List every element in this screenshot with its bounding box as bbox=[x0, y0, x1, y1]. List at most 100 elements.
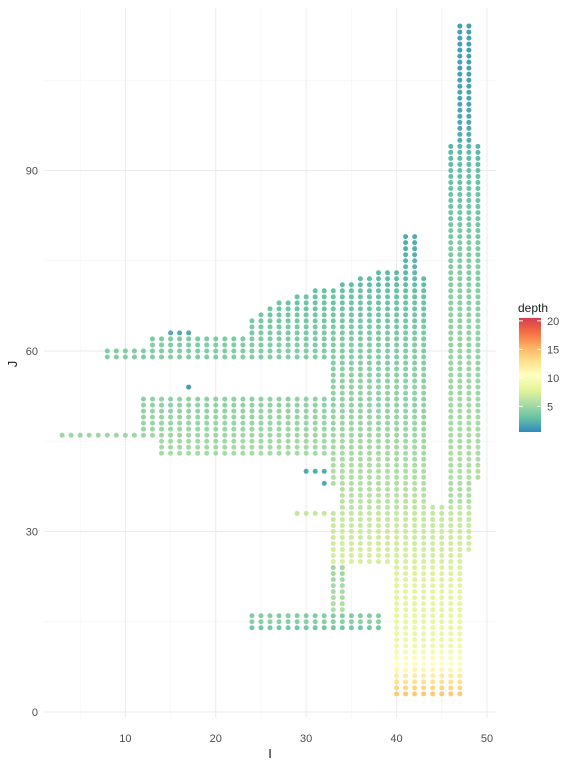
data-point bbox=[412, 480, 418, 486]
data-point bbox=[249, 426, 255, 432]
data-point bbox=[448, 378, 454, 384]
data-point bbox=[457, 95, 463, 101]
data-point bbox=[394, 601, 400, 607]
data-point bbox=[466, 414, 472, 420]
data-point bbox=[457, 384, 463, 390]
data-point bbox=[421, 336, 427, 342]
data-point bbox=[204, 354, 210, 360]
data-point bbox=[403, 667, 409, 673]
data-point bbox=[348, 426, 354, 432]
data-point bbox=[285, 354, 291, 360]
data-point bbox=[475, 438, 481, 444]
data-point bbox=[457, 492, 463, 498]
data-point bbox=[421, 577, 427, 583]
major-gridlines bbox=[44, 8, 496, 718]
data-point bbox=[448, 637, 454, 643]
data-point bbox=[412, 541, 418, 547]
data-point bbox=[267, 438, 273, 444]
data-point bbox=[457, 372, 463, 378]
data-point bbox=[312, 625, 318, 631]
data-point bbox=[475, 402, 481, 408]
data-point bbox=[357, 402, 363, 408]
data-point bbox=[348, 474, 354, 480]
data-point bbox=[294, 444, 300, 450]
data-point bbox=[421, 498, 427, 504]
data-point bbox=[403, 282, 409, 288]
data-point bbox=[385, 450, 391, 456]
data-point bbox=[448, 613, 454, 619]
data-point bbox=[403, 534, 409, 540]
data-point bbox=[403, 426, 409, 432]
data-point bbox=[321, 625, 327, 631]
data-point bbox=[348, 541, 354, 547]
data-point bbox=[330, 468, 336, 474]
data-point bbox=[457, 228, 463, 234]
data-point bbox=[276, 613, 282, 619]
data-point bbox=[321, 432, 327, 438]
data-point bbox=[466, 173, 472, 179]
data-point bbox=[330, 318, 336, 324]
data-point bbox=[394, 673, 400, 679]
data-point bbox=[394, 342, 400, 348]
data-point bbox=[439, 637, 445, 643]
data-point bbox=[366, 414, 372, 420]
data-point bbox=[357, 522, 363, 528]
data-point bbox=[339, 613, 345, 619]
data-point bbox=[357, 438, 363, 444]
data-point bbox=[421, 667, 427, 673]
data-point bbox=[204, 336, 210, 342]
data-point bbox=[448, 396, 454, 402]
data-point bbox=[448, 571, 454, 577]
data-point bbox=[466, 432, 472, 438]
data-point bbox=[258, 396, 264, 402]
data-point bbox=[330, 444, 336, 450]
data-point bbox=[312, 420, 318, 426]
data-point bbox=[394, 444, 400, 450]
data-point bbox=[448, 607, 454, 613]
data-point bbox=[403, 252, 409, 258]
data-point bbox=[168, 408, 174, 414]
data-point bbox=[168, 330, 174, 336]
data-point bbox=[330, 366, 336, 372]
data-point bbox=[348, 282, 354, 288]
data-point bbox=[412, 258, 418, 264]
data-point bbox=[403, 522, 409, 528]
data-point bbox=[412, 498, 418, 504]
data-point bbox=[258, 336, 264, 342]
data-point bbox=[439, 522, 445, 528]
data-point bbox=[366, 504, 372, 510]
data-point bbox=[140, 354, 146, 360]
data-point bbox=[394, 312, 400, 318]
data-point bbox=[348, 318, 354, 324]
data-point bbox=[321, 306, 327, 312]
data-point bbox=[312, 306, 318, 312]
data-point bbox=[375, 498, 381, 504]
data-point bbox=[195, 414, 201, 420]
data-point bbox=[348, 372, 354, 378]
data-point bbox=[375, 378, 381, 384]
data-point bbox=[366, 282, 372, 288]
data-point bbox=[403, 679, 409, 685]
data-point bbox=[366, 534, 372, 540]
data-point bbox=[204, 432, 210, 438]
data-point bbox=[204, 420, 210, 426]
data-point bbox=[149, 354, 155, 360]
data-point bbox=[231, 408, 237, 414]
data-point bbox=[294, 354, 300, 360]
data-point bbox=[475, 396, 481, 402]
data-point bbox=[403, 625, 409, 631]
x-tick-label: 50 bbox=[481, 733, 493, 745]
data-point bbox=[439, 510, 445, 516]
data-point bbox=[430, 504, 436, 510]
data-point bbox=[348, 312, 354, 318]
data-point bbox=[466, 113, 472, 119]
data-point bbox=[457, 41, 463, 47]
data-point bbox=[339, 324, 345, 330]
data-point bbox=[222, 444, 228, 450]
data-point bbox=[403, 390, 409, 396]
data-point bbox=[439, 559, 445, 565]
data-point bbox=[375, 462, 381, 468]
data-point bbox=[186, 342, 192, 348]
data-point bbox=[457, 619, 463, 625]
data-point bbox=[475, 372, 481, 378]
